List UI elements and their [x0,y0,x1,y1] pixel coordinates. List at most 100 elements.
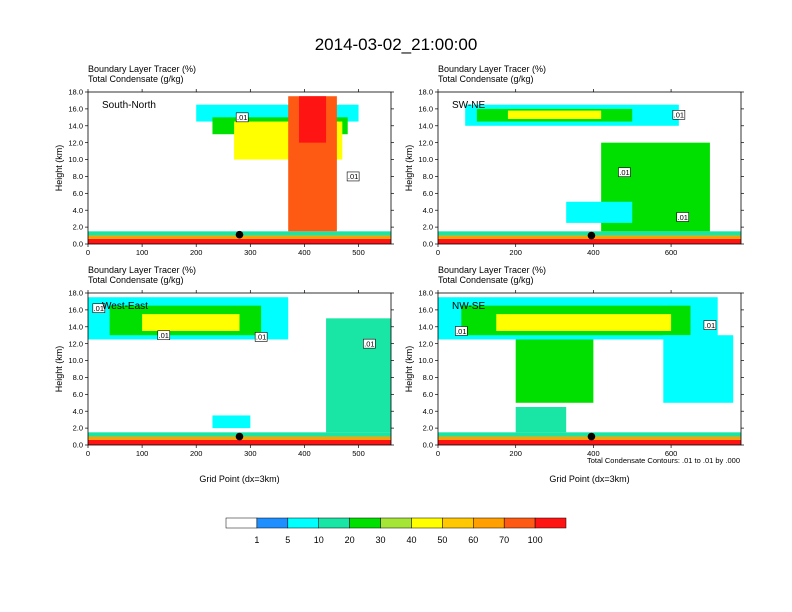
y-tick-label: 6.0 [73,189,83,198]
location-marker [587,432,596,441]
plot-frame [87,292,392,446]
y-tick-label: 4.0 [423,206,433,215]
y-tick-label: 18.0 [68,289,83,298]
field-cell [663,335,734,403]
y-tick-label: 18.0 [418,88,433,97]
field-cell [566,201,633,223]
field-cell [438,439,741,445]
plot-frame [437,292,742,446]
contour-label-box [92,303,106,314]
contour-label: .01 [705,321,715,330]
x-tick-label: 400 [298,449,311,458]
colorbar-swatch [534,517,567,529]
colorbar-label: 60 [468,535,478,545]
colorbar-swatch [349,517,381,529]
location-marker [235,432,244,441]
panel-header-tracer: Boundary Layer Tracer (%) [438,265,546,275]
y-tick-label: 14.0 [68,121,83,130]
y-tick-label: 10.0 [68,356,83,365]
panel-nw-se: Boundary Layer Tracer (%)Total Condensat… [404,265,744,484]
y-tick-label: 2.0 [73,424,83,433]
x-tick-label: 500 [352,449,365,458]
contour-label-box [254,332,268,342]
colorbar-label: 70 [499,535,509,545]
y-tick-label: 0.0 [423,441,433,450]
location-marker [235,230,244,239]
panel-header-condensate: Total Condensate (g/kg) [438,275,534,285]
x-tick-label: 200 [190,248,203,257]
y-tick-label: 16.0 [68,305,83,314]
y-tick-label: 4.0 [73,206,83,215]
y-tick-label: 12.0 [68,138,83,147]
y-tick-label: 14.0 [418,121,433,130]
x-tick-label: 200 [509,449,522,458]
x-tick-label: 400 [587,248,600,257]
y-tick-label: 12.0 [68,339,83,348]
x-tick-label: 300 [244,248,257,257]
field-cell [299,96,327,143]
field-cell [438,238,741,244]
contour-label-box [346,171,360,182]
colorbar-label: 30 [376,535,386,545]
y-tick-label: 2.0 [73,223,83,232]
plot-frame [437,91,742,245]
y-axis-label: Height (km) [54,145,64,192]
y-tick-label: 8.0 [73,373,83,382]
y-tick-label: 10.0 [68,155,83,164]
field-cell [515,407,567,433]
field-cell [326,318,391,433]
y-tick-label: 6.0 [423,189,433,198]
y-tick-label: 10.0 [418,356,433,365]
colorbar-swatch [225,517,258,529]
contour-footnote: Total Condensate Contours: .01 to .01 by… [587,456,740,465]
location-marker [587,231,596,240]
y-tick-label: 4.0 [423,407,433,416]
contour-label: .01 [674,111,684,120]
field-cell [496,314,672,331]
panel-title: South-North [102,100,156,111]
y-tick-label: 14.0 [68,322,83,331]
y-tick-label: 6.0 [423,390,433,399]
colorbar-label: 1 [254,535,259,545]
y-tick-label: 16.0 [418,305,433,314]
figure-title: 2014-03-02_21:00:00 [315,35,478,54]
colorbar-swatch [442,517,474,529]
y-tick-label: 2.0 [423,223,433,232]
panels: Boundary Layer Tracer (%)Total Condensat… [54,64,744,484]
field-cell [515,339,594,403]
panel-header-condensate: Total Condensate (g/kg) [88,74,184,84]
panel-header-tracer: Boundary Layer Tracer (%) [88,64,196,74]
y-axis-label: Height (km) [54,346,64,393]
y-tick-label: 14.0 [418,322,433,331]
contour-label-box [157,330,171,341]
field-cells: .01 .01 .01 .01 [88,297,391,445]
x-tick-label: 200 [190,449,203,458]
contour-label-box [672,110,686,120]
y-tick-label: 0.0 [423,240,433,249]
y-tick-label: 6.0 [73,390,83,399]
field-cells: .01 .01 [88,96,391,244]
colorbar-label: 20 [345,535,355,545]
x-tick-label: 400 [587,449,600,458]
contour-label-box [676,212,690,222]
colorbar-swatch [287,517,319,529]
x-tick-label: 0 [436,248,440,257]
x-tick-label: 600 [665,449,678,458]
x-tick-label: 0 [86,449,90,458]
x-tick-label: 500 [352,248,365,257]
field-cell [142,314,240,331]
x-tick-label: 100 [136,248,149,257]
y-tick-label: 0.0 [73,240,83,249]
field-cell [88,439,391,445]
y-tick-label: 10.0 [418,155,433,164]
field-cells: .01 .01 [438,297,741,445]
contour-label: .01 [678,213,688,222]
y-tick-label: 8.0 [423,373,433,382]
colorbar-label: 50 [437,535,447,545]
y-tick-label: 18.0 [68,88,83,97]
colorbar-swatch [318,517,350,529]
contour-label: .01 [94,304,104,313]
panel-west-east: Boundary Layer Tracer (%)Total Condensat… [54,265,394,484]
contour-label: .01 [619,168,629,177]
